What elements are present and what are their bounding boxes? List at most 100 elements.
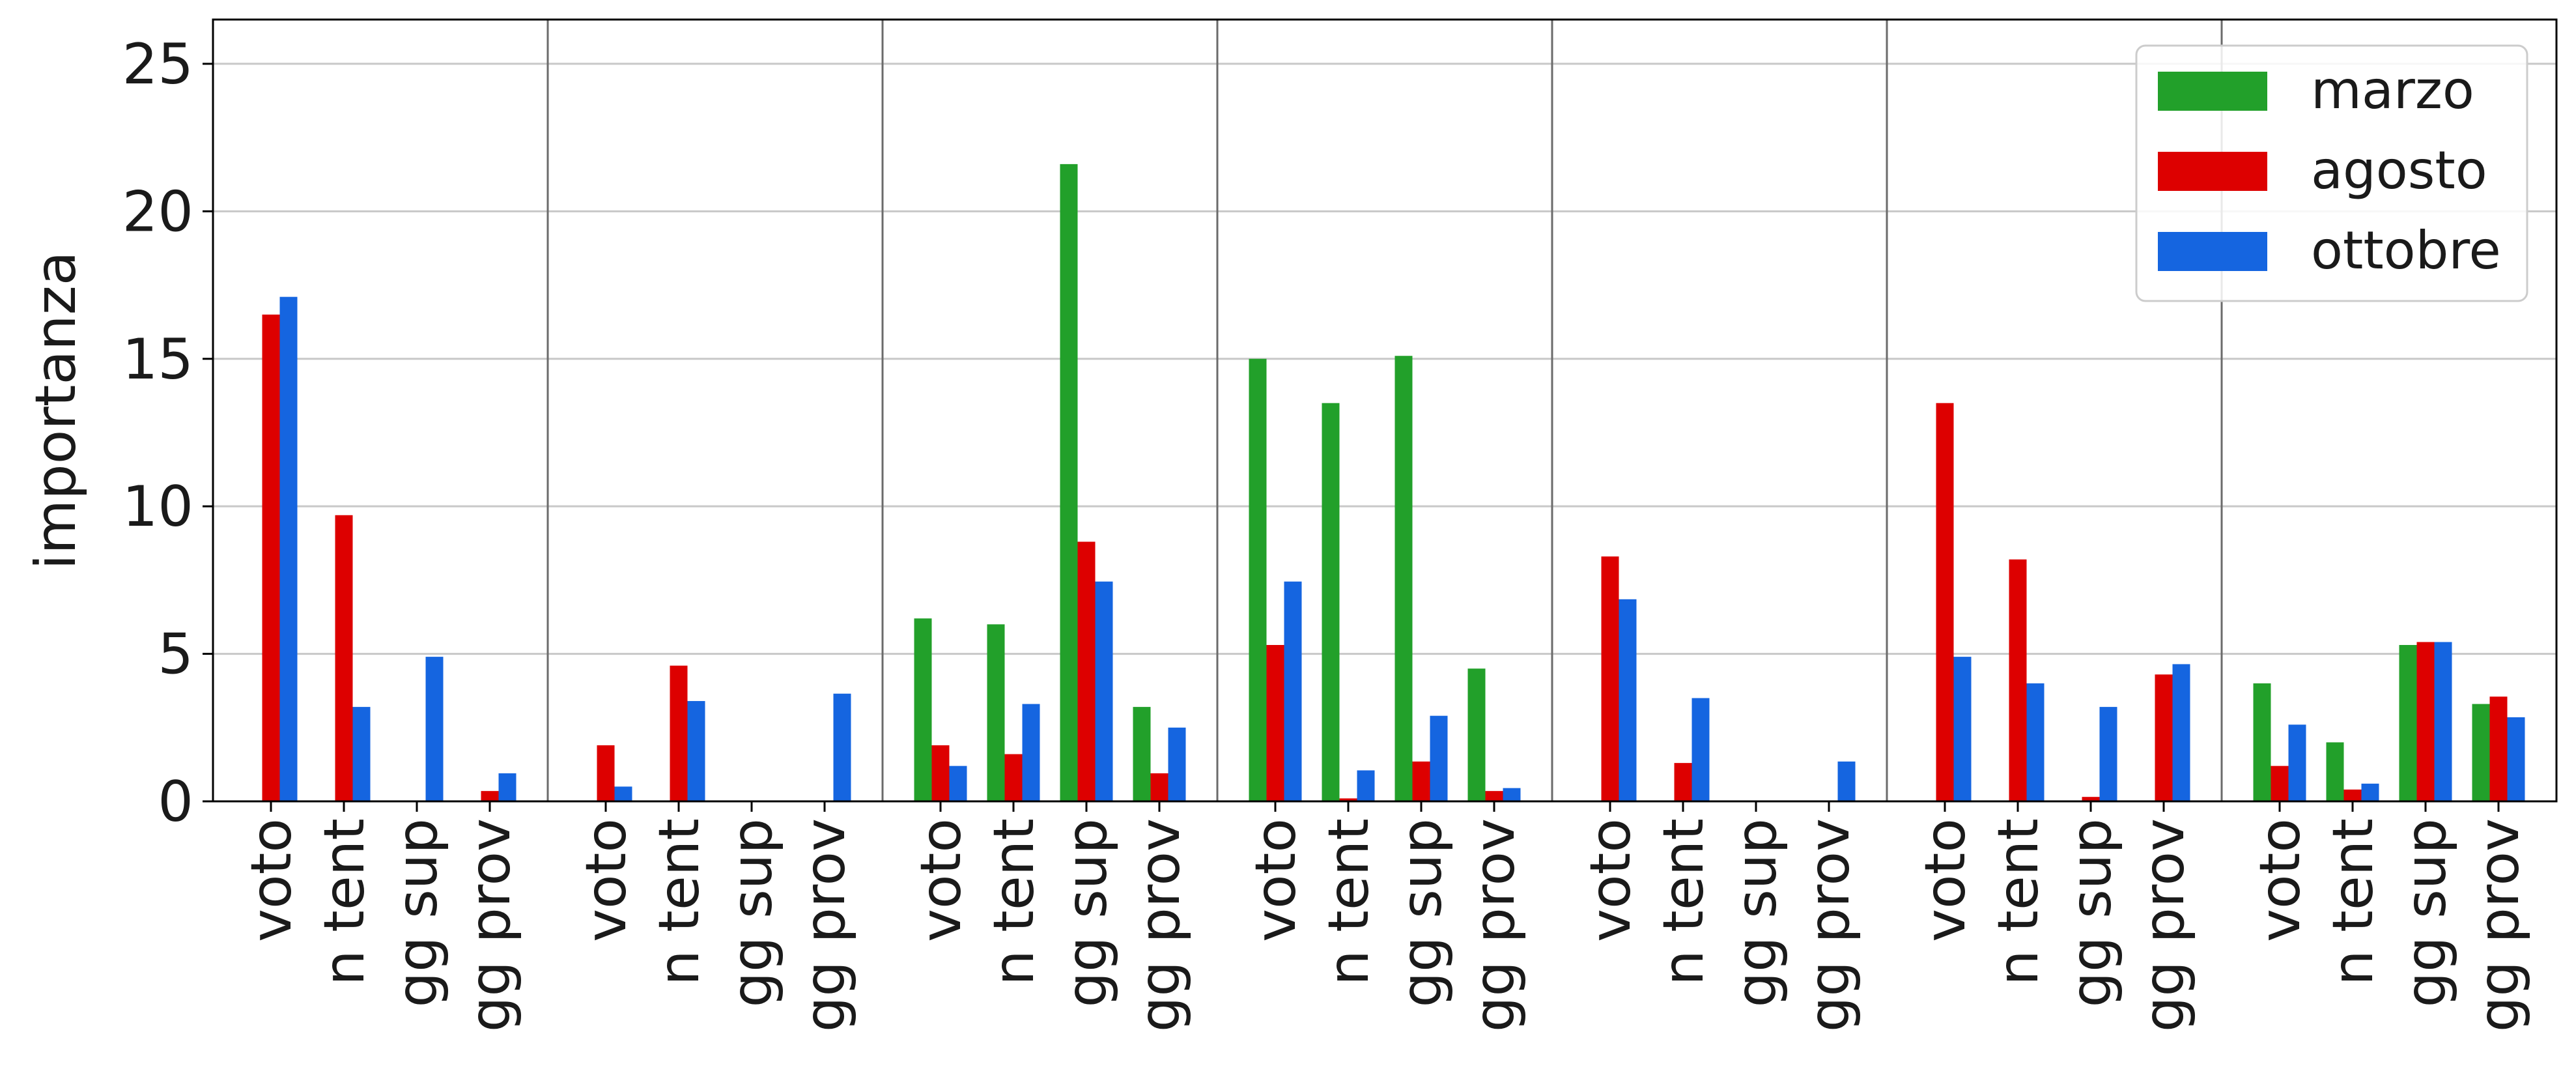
bar-ottobre-n-tent bbox=[1022, 704, 1040, 801]
bar-agosto-gg-prov bbox=[2155, 674, 2173, 801]
bar-ottobre-n-tent bbox=[2026, 683, 2045, 801]
bar-ottobre-voto bbox=[949, 766, 967, 801]
plot-frame bbox=[212, 18, 2558, 803]
bar-ottobre-gg-sup bbox=[425, 657, 444, 801]
x-tick-label: voto bbox=[2248, 818, 2313, 942]
bar-agosto-voto bbox=[262, 314, 280, 801]
bar-ottobre-gg-sup bbox=[2099, 707, 2117, 801]
bar-ottobre-gg-prov bbox=[2172, 664, 2190, 801]
bar-marzo-voto bbox=[1249, 358, 1267, 801]
bar-ottobre-gg-sup bbox=[1430, 715, 1448, 801]
bar-ottobre-gg-prov bbox=[2507, 717, 2525, 801]
bar-ottobre-voto bbox=[2288, 724, 2306, 801]
x-tick-label: n tent bbox=[1986, 818, 2051, 986]
x-tick-label: n tent bbox=[647, 818, 712, 986]
y-axis-title: importanza bbox=[23, 251, 89, 570]
x-tick-label: voto bbox=[909, 818, 974, 942]
x-tick-label: gg sup bbox=[2059, 818, 2124, 1007]
bar-marzo-n-tent bbox=[987, 624, 1005, 801]
bar-ottobre-gg-prov bbox=[1837, 761, 1856, 801]
x-tick-label: n tent bbox=[312, 818, 377, 986]
bar-ottobre-n-tent bbox=[2361, 783, 2379, 801]
y-tick-label: 0 bbox=[158, 769, 193, 835]
bar-marzo-gg-sup bbox=[1060, 164, 1078, 802]
bar-agosto-gg-prov bbox=[1150, 773, 1168, 801]
bar-ottobre-voto bbox=[1284, 581, 1302, 801]
bar-agosto-gg-sup bbox=[1412, 761, 1430, 801]
x-tick-label: gg prov bbox=[793, 818, 858, 1032]
bar-ottobre-gg-prov bbox=[1503, 788, 1521, 801]
bar-agosto-voto bbox=[1266, 645, 1284, 801]
bar-ottobre-gg-prov bbox=[833, 693, 851, 801]
bar-ottobre-voto bbox=[279, 296, 298, 801]
bar-agosto-gg-sup bbox=[1077, 541, 1096, 801]
bar-agosto-voto bbox=[1601, 556, 1619, 801]
x-tick-label: gg sup bbox=[385, 818, 450, 1007]
y-axis-ticks: 0 5 10 15 20 25 bbox=[122, 32, 213, 835]
y-tick-label: 5 bbox=[158, 622, 193, 687]
x-tick-label: gg sup bbox=[1724, 818, 1789, 1007]
bar-agosto-n-tent bbox=[1339, 798, 1357, 801]
x-tick-label: gg prov bbox=[1127, 818, 1193, 1032]
bar-agosto-n-tent bbox=[1004, 754, 1023, 801]
bar-ottobre-gg-prov bbox=[498, 773, 517, 801]
bar-marzo-n-tent bbox=[2326, 742, 2344, 801]
x-tick-label: n tent bbox=[2321, 818, 2386, 986]
x-tick-label: voto bbox=[239, 818, 304, 942]
bar-agosto-voto bbox=[2271, 766, 2289, 801]
bar-agosto-gg-prov bbox=[2489, 696, 2508, 801]
x-tick-label: voto bbox=[574, 818, 639, 942]
bar-marzo-voto bbox=[2253, 683, 2271, 801]
bar-marzo-voto bbox=[914, 618, 932, 801]
bar-marzo-gg-prov bbox=[1133, 707, 1151, 801]
bar-ottobre-voto bbox=[614, 786, 632, 801]
legend-swatch-agosto bbox=[2158, 152, 2267, 191]
x-tick-label: gg prov bbox=[1462, 818, 1527, 1032]
bar-agosto-n-tent bbox=[1674, 763, 1692, 801]
x-tick-label: gg prov bbox=[2467, 818, 2532, 1032]
bar-agosto-gg-sup bbox=[2082, 797, 2100, 801]
bar-ottobre-gg-prov bbox=[1168, 727, 1186, 801]
bar-agosto-n-tent bbox=[2343, 789, 2362, 801]
bar-agosto-voto bbox=[597, 745, 615, 801]
legend-swatch-marzo bbox=[2158, 72, 2267, 111]
x-tick-label: n tent bbox=[1651, 818, 1716, 986]
bar-ottobre-n-tent bbox=[352, 707, 371, 801]
bar-marzo-gg-sup bbox=[2399, 645, 2417, 801]
x-tick-label: gg sup bbox=[1389, 818, 1454, 1007]
x-tick-label: gg prov bbox=[2132, 818, 2197, 1032]
bar-agosto-gg-prov bbox=[481, 791, 499, 801]
bar-ottobre-n-tent bbox=[1357, 770, 1375, 801]
bar-ottobre-gg-sup bbox=[2434, 642, 2452, 801]
y-tick-label: 10 bbox=[122, 474, 193, 539]
legend-label-ottobre: ottobre bbox=[2311, 220, 2501, 281]
bar-marzo-gg-sup bbox=[1394, 356, 1413, 801]
bar-ottobre-gg-sup bbox=[1095, 581, 1113, 801]
bar-ottobre-voto bbox=[1953, 657, 1972, 801]
bar-ottobre-n-tent bbox=[1691, 698, 1710, 801]
x-tick-label: voto bbox=[1578, 818, 1643, 942]
y-tick-label: 25 bbox=[122, 32, 193, 97]
x-tick-label: gg sup bbox=[720, 818, 785, 1007]
legend-label-agosto: agosto bbox=[2311, 140, 2487, 201]
bar-agosto-n-tent bbox=[335, 515, 353, 801]
x-tick-label: gg sup bbox=[1054, 818, 1120, 1007]
bar-agosto-gg-prov bbox=[1485, 791, 1503, 801]
bar-ottobre-voto bbox=[1619, 599, 1637, 801]
bar-marzo-gg-prov bbox=[1467, 668, 1486, 801]
bar-ottobre-n-tent bbox=[687, 701, 705, 801]
x-tick-label: gg prov bbox=[458, 818, 523, 1032]
bar-marzo-gg-prov bbox=[2472, 704, 2490, 801]
bar-agosto-n-tent bbox=[2009, 559, 2027, 801]
bar-marzo-n-tent bbox=[1322, 403, 1340, 801]
x-tick-label: gg prov bbox=[1797, 818, 1862, 1032]
x-tick-label: n tent bbox=[1316, 818, 1381, 986]
y-tick-label: 20 bbox=[122, 179, 193, 244]
legend-label-marzo: marzo bbox=[2311, 60, 2474, 121]
x-tick-label: voto bbox=[1243, 818, 1309, 942]
bar-agosto-gg-sup bbox=[2416, 642, 2435, 801]
bars bbox=[262, 164, 2525, 802]
bar-agosto-voto bbox=[1936, 403, 1954, 801]
legend: marzo agosto ottobre bbox=[2135, 44, 2528, 302]
